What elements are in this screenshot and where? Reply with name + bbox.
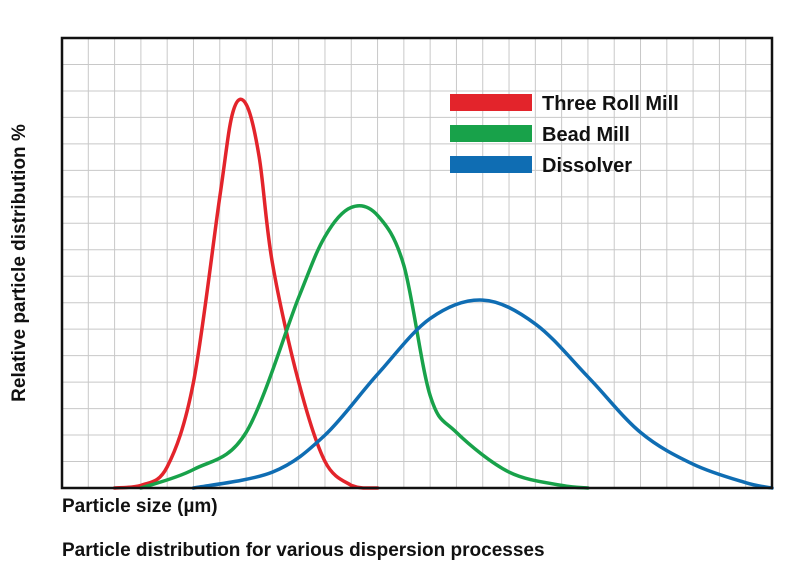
plot-background xyxy=(62,38,772,488)
plot-frame xyxy=(60,36,774,490)
legend-label: Dissolver xyxy=(542,155,632,177)
legend-label: Bead Mill xyxy=(542,124,630,146)
y-axis-label-wrap: Relative particle distribution % xyxy=(4,36,36,490)
y-axis-label: Relative particle distribution % xyxy=(9,124,30,402)
series-lines xyxy=(112,97,774,490)
x-axis-label: Particle size (µm) xyxy=(62,496,218,517)
chart-caption: Particle distribution for various disper… xyxy=(62,540,545,561)
series-line-dissolver xyxy=(191,298,774,490)
series-line-bead-mill xyxy=(139,204,590,490)
grid-lines xyxy=(62,38,772,488)
legend-swatch xyxy=(450,125,532,142)
legend-swatch xyxy=(450,94,532,111)
legend-label: Three Roll Mill xyxy=(542,93,679,115)
series-line-three-roll-mill xyxy=(112,97,380,490)
legend: Three Roll Mill Bead Mill Dissolver xyxy=(450,93,679,177)
legend-swatch xyxy=(450,156,532,173)
